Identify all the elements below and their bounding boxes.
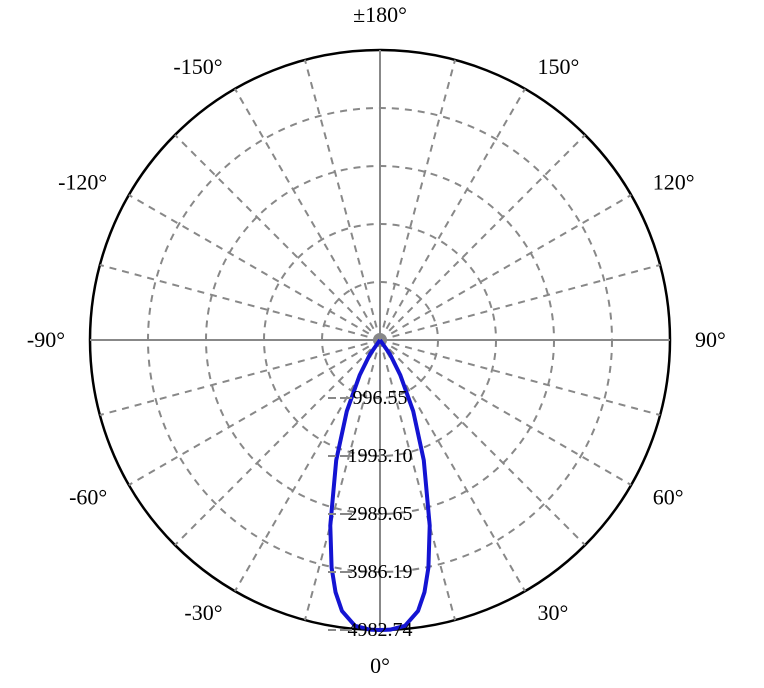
angle-label: 150° (538, 54, 580, 79)
angle-label: ±180° (353, 2, 407, 27)
polar-chart: 996.55 1993.10 2989.65 3986.19 4982.74 ±180° 1… (0, 0, 764, 688)
angle-label: -60° (69, 485, 107, 510)
grid-spoke (380, 340, 631, 485)
angle-label: 0° (370, 653, 390, 678)
grid-spoke (380, 265, 660, 340)
ring-label: 3986.19 (348, 561, 413, 583)
grid-spoke (100, 265, 380, 340)
ring-label: 1993.10 (348, 445, 413, 467)
angle-label: 30° (538, 600, 569, 625)
grid-spoke (100, 340, 380, 415)
angle-label: -150° (173, 54, 222, 79)
angle-label: -30° (184, 600, 222, 625)
grid-spoke (129, 340, 380, 485)
grid-spoke (380, 195, 631, 340)
grid-spoke (305, 60, 380, 340)
grid-spoke (235, 89, 380, 340)
grid-spoke (380, 60, 455, 340)
ring-label: 4982.74 (348, 619, 413, 641)
angle-label: 120° (653, 170, 695, 195)
angle-label: -120° (58, 170, 107, 195)
ring-label: 996.55 (353, 387, 408, 409)
grid-spoke (175, 135, 380, 340)
grid-spoke (129, 195, 380, 340)
ring-label: 2989.65 (348, 503, 413, 525)
angle-label: -90° (27, 327, 65, 352)
grid-spoke (380, 340, 660, 415)
angle-label: 60° (653, 485, 684, 510)
grid-spoke (380, 135, 585, 340)
angle-label: 90° (695, 327, 726, 352)
grid-spoke (380, 89, 525, 340)
